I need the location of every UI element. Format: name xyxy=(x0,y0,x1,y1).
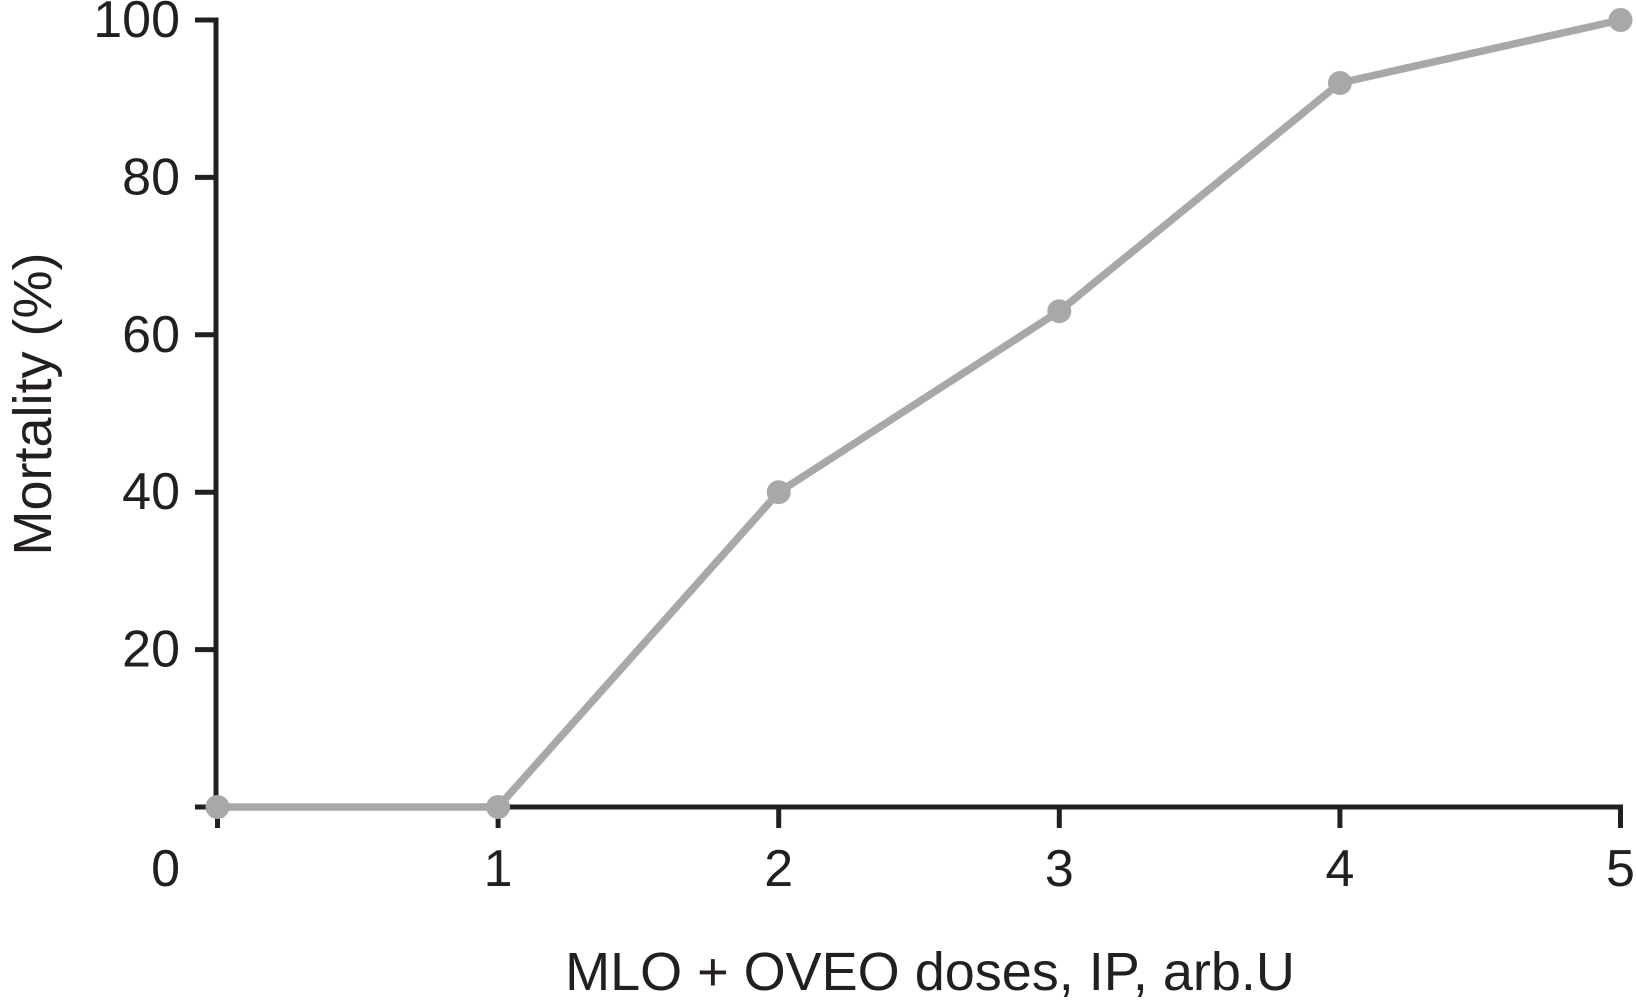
y-tick-label: 60 xyxy=(122,306,180,364)
y-tick-label: 80 xyxy=(122,148,180,206)
x-tick-label: 3 xyxy=(1045,840,1074,898)
origin-tick-label: 0 xyxy=(151,840,180,898)
data-point-marker xyxy=(766,480,791,505)
data-point-marker xyxy=(1047,299,1072,324)
x-tick-label: 5 xyxy=(1606,840,1635,898)
series-line xyxy=(217,16,1622,811)
x-tick-label: 2 xyxy=(764,840,793,898)
y-tick-label: 20 xyxy=(122,621,180,679)
data-point-marker xyxy=(1327,70,1352,95)
data-point-marker xyxy=(486,795,511,819)
x-tick-label: 4 xyxy=(1325,840,1354,898)
data-point-marker xyxy=(205,795,230,819)
y-tick-label: 100 xyxy=(93,0,180,49)
data-point-marker xyxy=(1608,8,1633,32)
x-tick-label: 1 xyxy=(484,840,513,898)
y-tick-label: 40 xyxy=(122,463,180,521)
y-axis-title: Mortality (%) xyxy=(3,252,63,556)
x-axis-title: MLO + OVEO doses, IP, arb.U xyxy=(565,942,1295,1001)
